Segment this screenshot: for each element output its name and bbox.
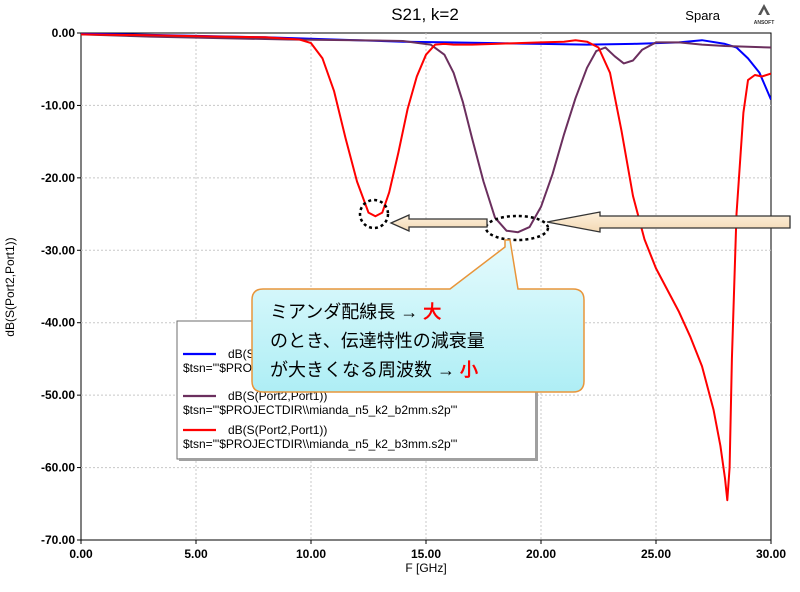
callout-line2: のとき、伝達特性の減衰量 xyxy=(270,331,485,351)
y-tick-label: -40.00 xyxy=(41,316,75,330)
series-line-2 xyxy=(81,33,771,234)
legend-entry-3-source: $tsn="'$PROJECTDIR\\mianda_n5_k2_b3mm.s2… xyxy=(183,437,457,451)
arrow-to-purple-minimum xyxy=(546,211,791,233)
legend-entry-3-label: dB(S(Port2,Port1)) xyxy=(228,423,327,437)
legend-entry-2-source: $tsn="'$PROJECTDIR\\mianda_n5_k2_b2mm.s2… xyxy=(183,403,457,417)
series-group xyxy=(81,33,771,502)
legend-entry-3: dB(S(Port2,Port1)) $tsn="'$PROJECTDIR\\m… xyxy=(183,423,457,451)
y-tick-label: -50.00 xyxy=(41,388,75,402)
x-axis-ticks: 0.00 5.00 10.00 15.00 20.00 25.00 30.00 xyxy=(69,540,786,561)
x-tick-label: 20.00 xyxy=(526,547,556,561)
callout-line1: ミアンダ配線長 → xyxy=(270,302,423,322)
svg-text:ミアンダ配線長 → 大: ミアンダ配線長 → 大 xyxy=(270,301,441,322)
y-tick-label: -10.00 xyxy=(41,98,75,112)
callout-line1-emphasis: 大 xyxy=(423,301,441,322)
y-tick-label: -70.00 xyxy=(41,533,75,547)
logo-text: ANSOFT xyxy=(754,20,775,26)
y-tick-label: 0.00 xyxy=(52,26,76,40)
callout-line3: が大きくなる周波数 → xyxy=(270,360,460,380)
x-axis-label: F [GHz] xyxy=(405,561,446,575)
x-tick-label: 30.00 xyxy=(756,547,786,561)
chart-title: S21, k=2 xyxy=(391,5,459,24)
series-line-3 xyxy=(81,33,771,502)
callout-line3-emphasis: 小 xyxy=(460,360,478,380)
ansoft-logo: ANSOFT xyxy=(754,4,775,26)
y-tick-label: -60.00 xyxy=(41,461,75,475)
x-tick-label: 25.00 xyxy=(641,547,671,561)
purple-minimum-highlight xyxy=(484,214,550,242)
x-tick-label: 10.00 xyxy=(296,547,326,561)
x-tick-label: 0.00 xyxy=(69,547,93,561)
y-axis-ticks: 0.00 -10.00 -20.00 -30.00 -40.00 -50.00 -60.00… xyxy=(41,26,81,547)
callout-bubble: ミアンダ配線長 → 大 のとき、伝達特性の減衰量 が大きくなる周波数 → 小 xyxy=(251,239,585,393)
y-tick-label: -30.00 xyxy=(41,243,75,257)
red-minimum-highlight xyxy=(358,198,390,230)
y-tick-label: -20.00 xyxy=(41,171,75,185)
app-label: Spara xyxy=(685,8,720,23)
x-tick-label: 15.00 xyxy=(411,547,441,561)
arrow-to-red-minimum xyxy=(389,213,488,233)
y-axis-label: dB(S(Port2,Port1)) xyxy=(3,237,17,336)
x-tick-label: 5.00 xyxy=(184,547,208,561)
svg-text:が大きくなる周波数 → 小: が大きくなる周波数 → 小 xyxy=(270,360,478,380)
